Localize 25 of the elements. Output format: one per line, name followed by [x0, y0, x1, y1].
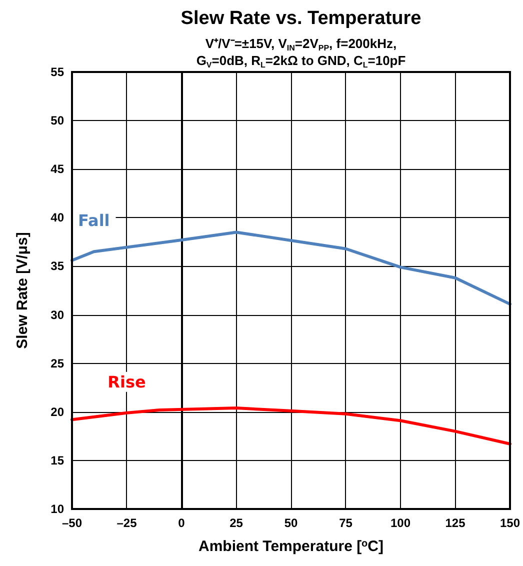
- y-tick-label: 50: [50, 114, 64, 128]
- x-tick-label: 75: [339, 516, 353, 530]
- x-tick-label: –25: [116, 516, 138, 530]
- x-tick-label: 150: [500, 516, 520, 530]
- x-tick-label: 25: [230, 516, 244, 530]
- y-tick-label: 35: [50, 259, 64, 274]
- y-tick-label: 30: [50, 308, 64, 322]
- line-series: [70, 230, 512, 306]
- x-tick-label: 50: [284, 516, 298, 530]
- x-tick-label: 0: [178, 516, 186, 530]
- y-axis-title: Slew Rate [V/μs]: [14, 232, 31, 349]
- y-tick-label: 15: [50, 453, 64, 468]
- y-tick-label: 20: [50, 404, 64, 419]
- y-tick-label: 45: [50, 162, 64, 176]
- chart-title: Slew Rate vs. Temperature: [180, 8, 422, 29]
- series-label: Fall: [78, 211, 110, 230]
- y-tick-label: 10: [50, 502, 64, 516]
- y-tick-label: 25: [50, 356, 64, 370]
- line-series: [70, 406, 512, 446]
- x-tick-label: –50: [62, 516, 82, 530]
- series-label: Rise: [108, 372, 146, 392]
- y-tick-label: 55: [50, 65, 64, 79]
- x-tick-label: 100: [390, 516, 411, 530]
- y-tick-label: 40: [50, 210, 64, 225]
- x-tick-label: 125: [445, 516, 466, 530]
